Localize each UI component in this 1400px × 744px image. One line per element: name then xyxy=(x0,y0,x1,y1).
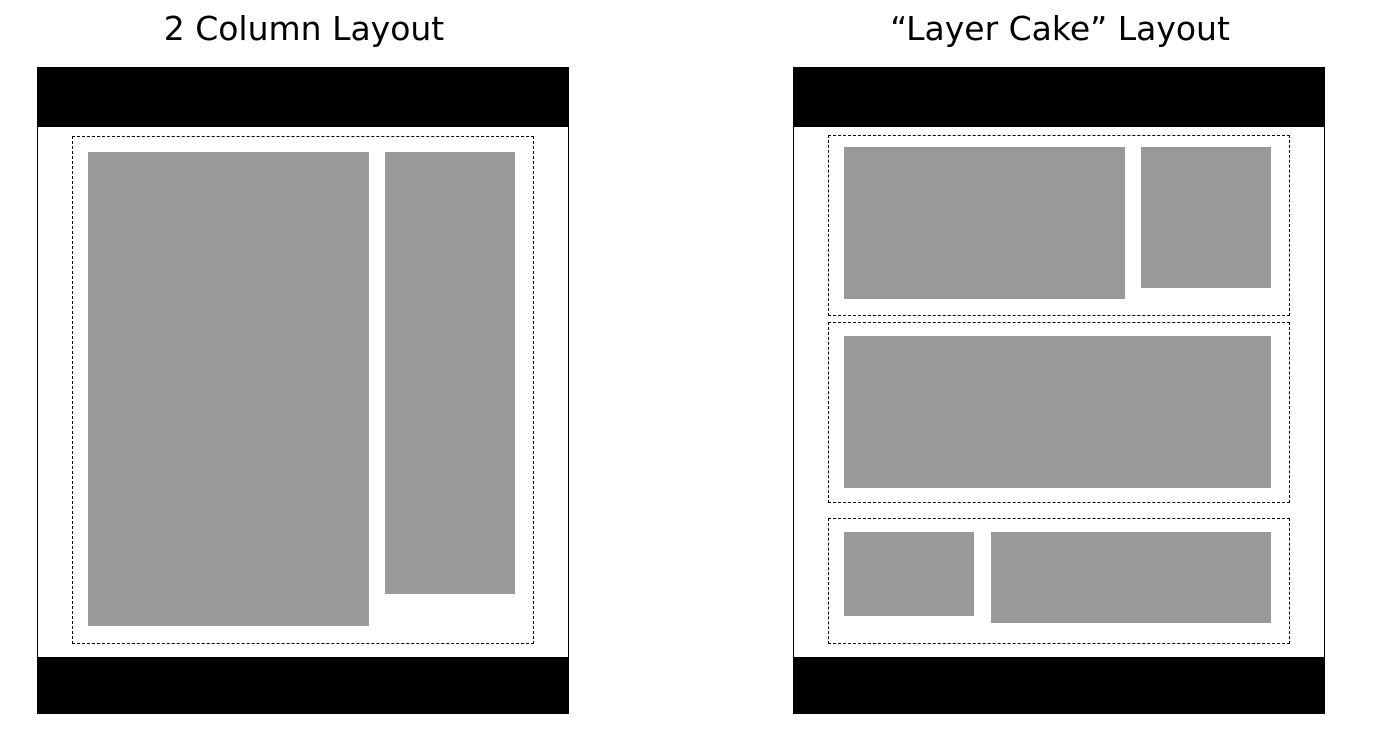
footer-bar xyxy=(38,657,568,713)
footer-bar xyxy=(794,657,1324,713)
layer-cake-layout-title: “Layer Cake” Layout xyxy=(890,9,1230,48)
header-bar xyxy=(794,68,1324,127)
layer-one-narrow-block xyxy=(1141,147,1271,288)
layer-one-container xyxy=(828,135,1290,316)
two-column-layout-title: 2 Column Layout xyxy=(163,9,445,48)
sidebar-column-block xyxy=(385,152,515,594)
layer-three-wide-block xyxy=(991,532,1271,623)
layer-two-full-block xyxy=(844,336,1271,488)
header-bar xyxy=(38,68,568,127)
layer-three-container xyxy=(828,518,1290,644)
layer-two-container xyxy=(828,322,1290,503)
main-column-block xyxy=(88,152,369,626)
two-column-layout-diagram xyxy=(37,67,569,714)
layer-one-wide-block xyxy=(844,147,1125,299)
content-container xyxy=(72,136,534,644)
layer-three-narrow-block xyxy=(844,532,974,616)
layer-cake-layout-diagram xyxy=(793,67,1325,714)
